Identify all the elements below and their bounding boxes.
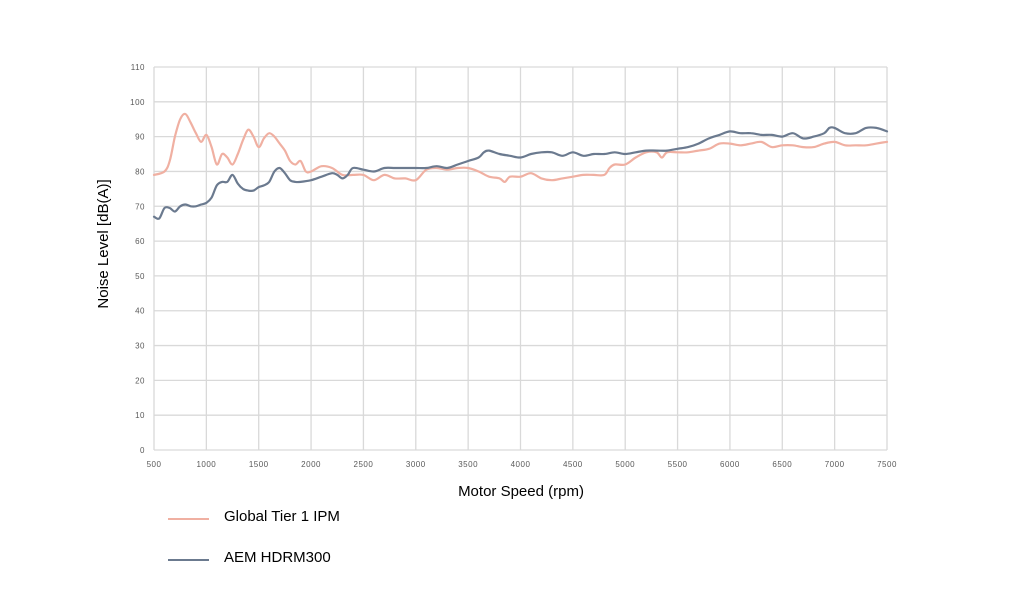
x-tick-label: 3500 xyxy=(458,460,478,469)
x-tick-label: 2000 xyxy=(301,460,321,469)
line-chart: 0 10 20 30 40 50 60 70 80 90 100 110 500 1000 1500 200… xyxy=(95,63,897,500)
x-tick-label: 7000 xyxy=(825,460,845,469)
legend-swatch-aem-hdrm300 xyxy=(168,559,209,561)
y-tick-label: 30 xyxy=(135,342,145,351)
y-tick-label: 70 xyxy=(135,202,145,211)
y-tick-label: 80 xyxy=(135,167,145,176)
y-tick-label: 60 xyxy=(135,237,145,246)
x-tick-label: 5500 xyxy=(668,460,688,469)
y-tick-label: 50 xyxy=(135,272,145,281)
x-tick-label: 5000 xyxy=(615,460,635,469)
x-tick-label: 500 xyxy=(147,460,162,469)
y-tick-labels: 0 10 20 30 40 50 60 70 80 90 100 110 xyxy=(130,63,145,455)
series-line-aem-hdrm300 xyxy=(152,126,889,220)
y-tick-label: 20 xyxy=(135,376,145,385)
legend-item-global-tier-1-ipm: Global Tier 1 IPM xyxy=(168,508,468,530)
y-tick-label: 100 xyxy=(130,98,145,107)
legend-item-aem-hdrm300: AEM HDRM300 xyxy=(168,549,468,571)
chart-series xyxy=(152,112,889,220)
x-tick-label: 2500 xyxy=(354,460,374,469)
y-tick-label: 0 xyxy=(140,446,145,455)
y-tick-label: 90 xyxy=(135,133,145,142)
x-tick-label: 6000 xyxy=(720,460,740,469)
x-tick-label: 3000 xyxy=(406,460,426,469)
y-axis-title: Noise Level [dB(A)] xyxy=(95,179,112,308)
x-tick-label: 1000 xyxy=(196,460,216,469)
y-tick-label: 40 xyxy=(135,307,145,316)
x-tick-label: 7500 xyxy=(877,460,897,469)
legend-label-global-tier-1-ipm: Global Tier 1 IPM xyxy=(224,508,340,525)
x-tick-label: 6500 xyxy=(772,460,792,469)
series-line-global-tier-1-ipm xyxy=(152,112,889,183)
y-tick-label: 10 xyxy=(135,411,145,420)
legend-label-aem-hdrm300: AEM HDRM300 xyxy=(224,549,331,566)
y-tick-label: 110 xyxy=(131,63,145,72)
x-tick-labels: 500 1000 1500 2000 2500 3000 3500 4000 4500 5000 5… xyxy=(147,460,897,469)
chart-grid xyxy=(153,66,888,451)
x-axis-title: Motor Speed (rpm) xyxy=(458,483,584,500)
x-tick-label: 4500 xyxy=(563,460,583,469)
x-tick-label: 4000 xyxy=(511,460,531,469)
legend-swatch-global-tier-1-ipm xyxy=(168,518,209,520)
x-tick-label: 1500 xyxy=(249,460,269,469)
chart-legend: Global Tier 1 IPM AEM HDRM300 xyxy=(168,508,468,590)
